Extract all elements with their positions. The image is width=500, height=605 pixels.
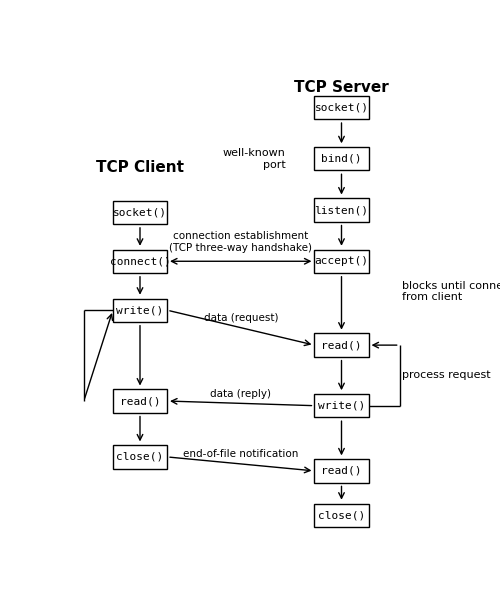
Text: bind(): bind() — [321, 154, 362, 164]
Text: process request: process request — [402, 370, 490, 381]
Text: accept(): accept() — [314, 257, 368, 266]
Text: write(): write() — [318, 401, 365, 411]
Text: close(): close() — [116, 452, 164, 462]
Text: connection establishment
(TCP three-way handshake): connection establishment (TCP three-way … — [169, 231, 312, 253]
FancyBboxPatch shape — [314, 333, 368, 357]
FancyBboxPatch shape — [314, 459, 368, 483]
Text: end-of-file notification: end-of-file notification — [183, 450, 298, 459]
Text: well-known
port: well-known port — [222, 148, 286, 169]
Text: close(): close() — [318, 510, 365, 520]
Text: TCP Client: TCP Client — [96, 160, 184, 175]
Text: connect(): connect() — [110, 257, 170, 266]
Text: data (request): data (request) — [204, 313, 278, 323]
Text: write(): write() — [116, 305, 164, 315]
FancyBboxPatch shape — [113, 201, 167, 224]
FancyBboxPatch shape — [314, 250, 368, 273]
Text: listen(): listen() — [314, 205, 368, 215]
FancyBboxPatch shape — [113, 298, 167, 322]
Text: blocks until connection
from client: blocks until connection from client — [402, 281, 500, 302]
FancyBboxPatch shape — [113, 445, 167, 468]
Text: TCP Server: TCP Server — [294, 80, 389, 94]
Text: read(): read() — [321, 340, 362, 350]
Text: socket(): socket() — [314, 102, 368, 113]
FancyBboxPatch shape — [314, 198, 368, 221]
FancyBboxPatch shape — [113, 250, 167, 273]
FancyBboxPatch shape — [113, 390, 167, 413]
FancyBboxPatch shape — [314, 96, 368, 119]
Text: read(): read() — [321, 466, 362, 476]
FancyBboxPatch shape — [314, 503, 368, 527]
Text: read(): read() — [120, 396, 160, 406]
FancyBboxPatch shape — [314, 394, 368, 417]
Text: data (reply): data (reply) — [210, 388, 271, 399]
Text: socket(): socket() — [113, 208, 167, 217]
FancyBboxPatch shape — [314, 147, 368, 171]
